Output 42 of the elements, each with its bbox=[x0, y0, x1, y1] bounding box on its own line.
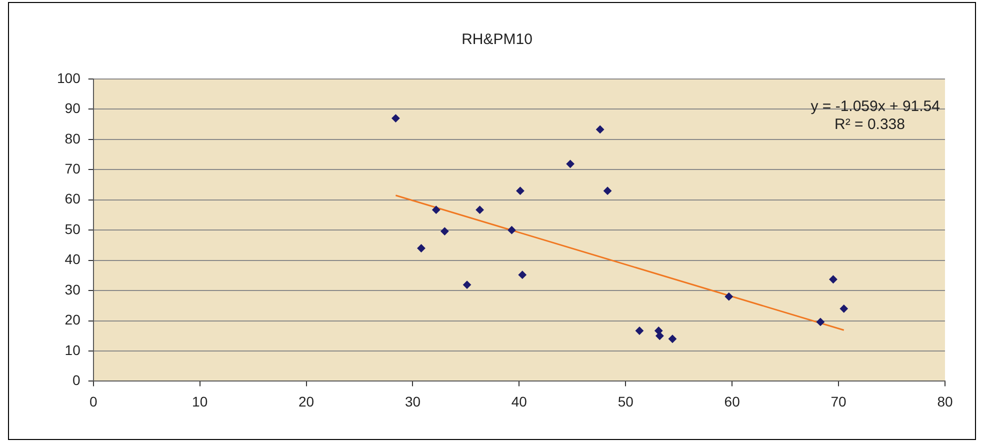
point bbox=[635, 326, 644, 335]
x-tick-label: 40 bbox=[511, 393, 528, 410]
point bbox=[668, 334, 676, 343]
y-tick-label: 20 bbox=[64, 312, 81, 328]
y-tick-label: 90 bbox=[64, 100, 81, 116]
y-tick-label: 60 bbox=[64, 190, 81, 207]
y-tick-label: 10 bbox=[64, 342, 81, 358]
point bbox=[724, 292, 733, 301]
x-tick-label: 70 bbox=[830, 393, 847, 410]
y-tick-label: 40 bbox=[64, 251, 81, 268]
point bbox=[508, 226, 516, 234]
point bbox=[829, 275, 838, 284]
x-tick-label: 80 bbox=[937, 393, 953, 410]
point bbox=[566, 160, 574, 168]
point bbox=[840, 304, 848, 313]
point bbox=[596, 125, 604, 134]
point bbox=[463, 280, 472, 289]
y-tick-label: 50 bbox=[64, 220, 81, 237]
y-tick-label: 30 bbox=[64, 281, 81, 298]
annotation: y = -1.059x + 91.54 bbox=[810, 98, 940, 115]
point bbox=[656, 332, 664, 340]
x-tick-label: 60 bbox=[724, 393, 740, 410]
y-tick-label: 70 bbox=[64, 160, 81, 177]
x-tick-label: 20 bbox=[298, 393, 314, 410]
x-tick-label: 10 bbox=[192, 393, 208, 410]
y-tick-label: 0 bbox=[72, 372, 81, 388]
point bbox=[417, 244, 426, 252]
point bbox=[604, 186, 612, 195]
point bbox=[392, 114, 400, 122]
chart-title: RH&PM10 bbox=[462, 31, 532, 48]
point bbox=[516, 186, 524, 195]
y-tick-label: 80 bbox=[64, 130, 81, 146]
y-tick-label: 100 bbox=[57, 70, 81, 86]
point bbox=[432, 206, 440, 214]
x-tick-label: 30 bbox=[404, 393, 421, 410]
annotation: R² = 0.338 bbox=[834, 116, 905, 133]
point bbox=[440, 227, 449, 236]
point bbox=[476, 206, 484, 214]
x-tick-label: 50 bbox=[618, 393, 634, 410]
point bbox=[518, 270, 526, 279]
x-tick-label: 0 bbox=[89, 393, 98, 410]
point bbox=[816, 318, 824, 326]
